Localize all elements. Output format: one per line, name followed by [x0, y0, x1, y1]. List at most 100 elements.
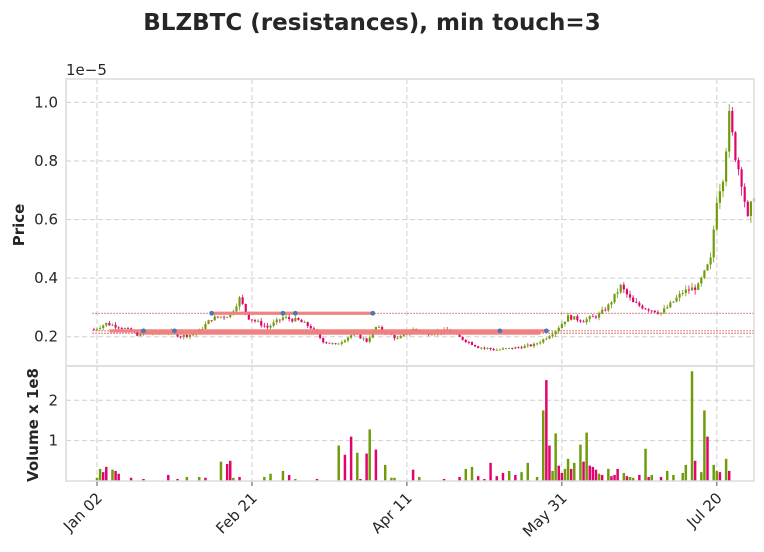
volume-y-ticks: 12 — [48, 391, 58, 449]
candle-body — [300, 319, 303, 323]
candle-body — [222, 316, 226, 318]
volume-bar — [176, 478, 179, 481]
volume-bar — [727, 470, 731, 481]
candle-body — [291, 319, 294, 322]
candle-body — [613, 293, 616, 303]
candle-body — [253, 320, 257, 322]
candle-body — [95, 328, 99, 330]
chart-title: BLZBTC (resistances), min touch=3 — [143, 10, 600, 36]
volume-bar — [464, 468, 468, 481]
candle-body — [213, 316, 216, 321]
price-tick-label: 1.0 — [34, 93, 58, 111]
candle-body — [337, 343, 340, 345]
volume-bar — [551, 470, 554, 481]
candle-body — [650, 310, 653, 312]
candle-body — [281, 317, 285, 320]
candle-body — [120, 328, 123, 329]
candle-body — [647, 309, 650, 311]
candle-body — [678, 293, 681, 298]
candle-body — [687, 289, 691, 291]
volume-tick-label: 1 — [48, 432, 58, 450]
volume-bar — [489, 462, 492, 481]
candle-body — [526, 344, 529, 346]
x-tick-label: Jul 20 — [683, 489, 726, 532]
candle-body — [480, 347, 483, 349]
candle-body — [303, 322, 306, 323]
candle-body — [473, 344, 477, 347]
volume-bar — [198, 476, 201, 481]
candle-body — [740, 169, 743, 187]
candle-body — [728, 110, 731, 152]
volume-bar — [684, 464, 688, 481]
price-y-ticks: 0.2 0.4 0.6 0.8 1.0 — [34, 93, 58, 345]
volume-bar — [582, 461, 585, 481]
candle-body — [529, 344, 532, 347]
candle-body — [489, 347, 492, 350]
volume-bar — [631, 477, 635, 481]
touch-point — [497, 328, 503, 334]
candle-body — [601, 309, 604, 314]
candle-body — [381, 327, 384, 331]
volume-bar — [573, 462, 576, 481]
candle-body — [523, 345, 526, 349]
candle-body — [105, 322, 108, 326]
candle-body — [393, 334, 396, 339]
candle-body — [542, 339, 545, 343]
candle-body — [539, 342, 542, 344]
candle-body — [715, 202, 718, 230]
candle-body — [102, 325, 105, 329]
candle-body — [746, 201, 749, 216]
volume-bar — [142, 478, 145, 481]
candle-body — [669, 302, 672, 308]
candle-body — [288, 317, 291, 320]
candle-body — [464, 339, 467, 342]
volume-bar — [167, 474, 170, 481]
volume-bar — [294, 478, 297, 481]
candle-body — [430, 334, 433, 336]
candle-body — [712, 229, 715, 258]
candle-body — [312, 328, 316, 330]
candle-body — [675, 297, 678, 302]
candle-body — [458, 334, 461, 337]
volume-bar — [693, 460, 697, 481]
volume-bar — [458, 476, 461, 481]
volume-bar — [557, 465, 560, 481]
candle-body — [532, 343, 536, 347]
candle-body — [659, 312, 663, 314]
candle-body — [535, 343, 539, 345]
price-tick-label: 0.2 — [34, 328, 58, 346]
volume-bar — [548, 445, 551, 481]
candle-body — [235, 306, 238, 312]
volume-bar — [569, 468, 573, 481]
candle-body — [188, 334, 192, 337]
candle-body — [635, 302, 638, 303]
volume-bar — [281, 470, 285, 481]
candle-body — [319, 333, 322, 338]
price-offset-label: 1e−5 — [66, 61, 107, 79]
candle-body — [191, 334, 195, 336]
volume-bar — [368, 429, 371, 481]
volume-bar — [356, 452, 359, 481]
candle-body — [591, 316, 594, 318]
candle-body — [362, 338, 365, 340]
candle-body — [470, 342, 474, 345]
volume-bar — [315, 478, 319, 481]
volume-bar — [625, 476, 629, 481]
volume-bar — [418, 476, 421, 481]
x-tick-label: Feb 21 — [212, 489, 260, 537]
candle-body — [136, 332, 139, 336]
candle-body — [467, 341, 470, 343]
candle-body — [492, 349, 495, 351]
volume-axis-label: Volume x 1e8 — [24, 368, 42, 482]
candle-body — [278, 319, 281, 321]
candle-body — [396, 338, 399, 340]
x-ticks: Jan 02 Feb 21 Apr 11 May 31 Jul 20 — [59, 481, 726, 541]
x-tick-label: Jan 02 — [59, 489, 106, 536]
price-axis-label: Price — [10, 204, 28, 247]
candle-body — [461, 336, 464, 340]
resistance-segments — [109, 311, 547, 335]
volume-bar — [613, 474, 616, 481]
volume-bar — [349, 436, 353, 481]
touch-point — [543, 328, 549, 334]
